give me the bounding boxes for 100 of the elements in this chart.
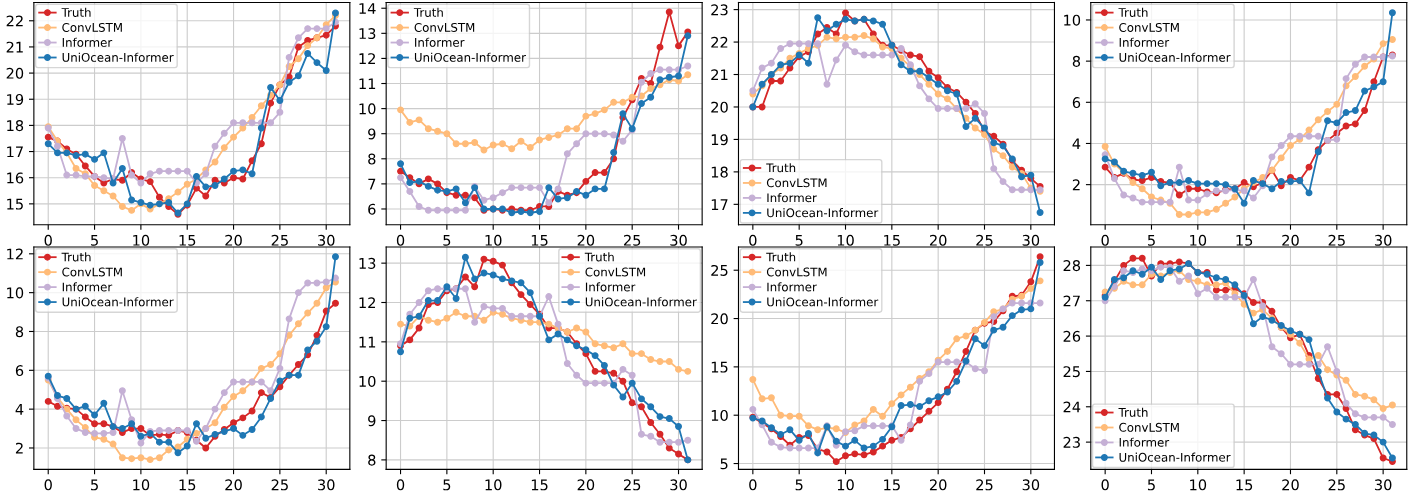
y-tick-label: 4 [15,404,24,415]
y-tick-label: 19 [7,93,24,105]
legend-label: UniOcean-Informer [1119,52,1231,62]
x-tick-label: 20 [929,479,947,491]
x-tick-label: 0 [396,479,405,491]
x-tick-label: 30 [1374,479,1392,491]
x-tick-label: 10 [837,234,854,246]
x-tick-label: 10 [485,479,502,491]
x-tick-label: 0 [44,234,52,246]
legend-label: Informer [62,37,113,47]
y-tick-label: 16 [7,172,24,184]
y-tick-label: 8 [368,153,376,165]
legend-label: Truth [584,252,614,262]
y-tick-label: 10 [1064,14,1081,26]
y-tick-label: 26 [1063,330,1081,342]
x-tick-label: 30 [318,479,335,491]
x-tick-label: 5 [443,479,451,491]
x-tick-label: 30 [318,234,335,246]
legend-label: Informer [585,282,636,292]
x-tick-label: 5 [795,479,803,491]
y-tick-label: 6 [368,203,376,215]
x-tick-label: 25 [1328,479,1345,491]
y-tick-label: 23 [1063,436,1080,448]
x-tick-label: 10 [133,479,150,491]
legend-label: Informer [1119,437,1170,447]
x-tick-label: 0 [749,234,757,246]
x-tick-label: 20 [577,479,595,491]
y-tick-label: 10 [359,375,376,387]
x-tick-label: 15 [531,234,548,246]
legend-label: ConvLSTM [1119,22,1179,32]
legend-label: UniOcean-Informer [767,208,879,218]
legend-label: Informer [767,193,817,203]
legend-label: ConvLSTM [62,22,122,32]
x-tick-label: 10 [133,234,150,246]
x-tick-label: 15 [884,234,900,246]
y-tick-label: 22 [6,15,23,27]
y-tick-label: 2 [15,442,23,454]
y-tick-label: 2 [1072,179,1080,191]
x-tick-label: 15 [1236,479,1253,491]
y-tick-label: 12 [359,297,375,309]
y-tick-label: 20 [711,101,728,113]
x-tick-label: 20 [225,479,242,491]
x-tick-label: 5 [443,234,451,246]
x-tick-label: 20 [1282,234,1299,246]
y-tick-label: 7 [368,178,376,190]
y-tick-label: 9 [368,128,376,140]
y-tick-label: 25 [1063,366,1080,378]
y-tick-label: 15 [7,198,23,210]
legend-label: Informer [62,282,113,292]
x-tick-label: 10 [837,479,854,491]
y-tick-label: 8 [1072,55,1081,67]
legend-label: Truth [766,163,796,173]
y-tick-label: 9 [368,415,376,427]
y-tick-label: 17 [7,146,23,158]
y-tick-label: 21 [711,69,728,81]
y-tick-label: 13 [359,28,376,40]
legend-label: UniOcean-Informer [62,297,174,307]
y-tick-label: 10 [711,409,728,421]
legend-label: ConvLSTM [766,267,827,277]
x-tick-label: 5 [1147,234,1155,246]
y-tick-label: 25 [711,264,728,276]
y-tick-label: 12 [359,53,375,64]
legend-label: Informer [1119,37,1170,47]
x-tick-label: 25 [623,479,641,491]
x-tick-label: 25 [271,234,288,246]
y-tick-label: 24 [1063,401,1081,413]
x-tick-label: 20 [1282,479,1299,491]
x-tick-label: 30 [670,234,687,246]
y-tick-label: 15 [711,361,728,373]
y-tick-label: 18 [711,166,728,178]
x-tick-label: 25 [976,234,993,246]
legend-label: ConvLSTM [1119,422,1179,432]
y-tick-label: 23 [711,4,728,16]
legend-label: Truth [413,7,443,17]
legend-label: ConvLSTM [766,178,827,188]
y-tick-label: 28 [1063,260,1081,272]
legend-label: UniOcean-Informer [62,52,174,62]
x-tick-label: 30 [1374,234,1392,246]
x-tick-label: 25 [623,234,641,246]
x-tick-label: 10 [1190,479,1207,491]
legend-label: UniOcean-Informer [585,297,697,307]
y-tick-label: 4 [1072,138,1081,150]
x-tick-label: 20 [225,234,242,246]
legend-label: Informer [415,37,465,47]
y-tick-label: 8 [15,326,24,338]
legend-label: UniOcean-Informer [767,297,879,307]
y-tick-label: 10 [7,287,24,299]
y-tick-label: 20 [6,67,24,79]
legend-label: UniOcean-Informer [414,52,526,62]
legend-label: ConvLSTM [62,267,122,277]
x-tick-label: 15 [179,479,196,491]
y-tick-label: 20 [711,313,728,325]
y-tick-label: 6 [1072,97,1081,109]
y-tick-label: 14 [359,3,376,14]
legend-label: ConvLSTM [585,267,646,277]
x-tick-label: 15 [1236,234,1253,246]
legend-label: Truth [61,252,91,262]
y-tick-label: 19 [711,134,728,146]
x-tick-label: 25 [976,479,993,491]
y-tick-label: 18 [7,120,24,132]
